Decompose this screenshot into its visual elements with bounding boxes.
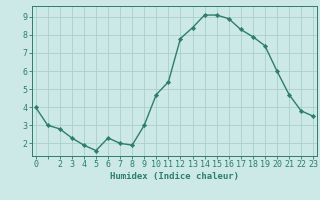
X-axis label: Humidex (Indice chaleur): Humidex (Indice chaleur) <box>110 172 239 181</box>
